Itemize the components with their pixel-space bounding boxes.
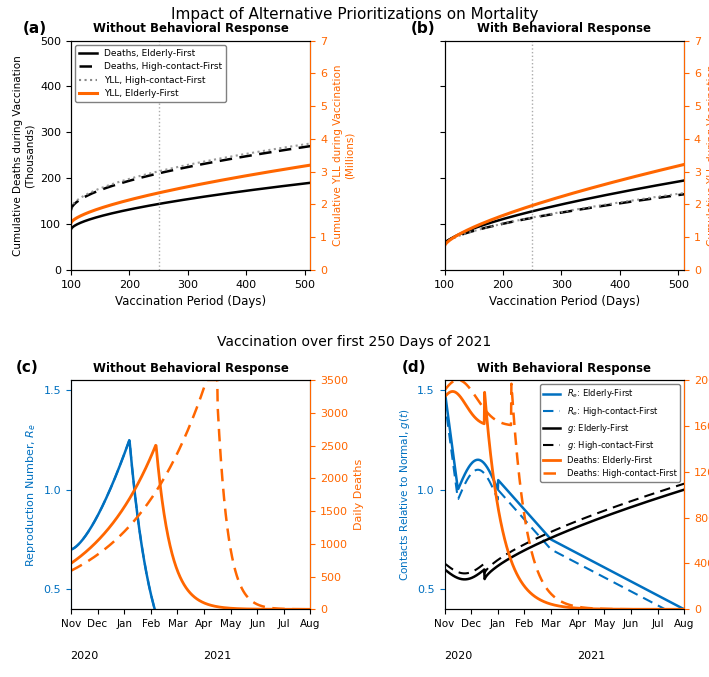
X-axis label: Vaccination Period (Days): Vaccination Period (Days) [489,295,640,308]
Legend: Deaths, Elderly-First, Deaths, High-contact-First, YLL, High-contact-First, YLL,: Deaths, Elderly-First, Deaths, High-cont… [75,45,226,102]
Text: Vaccination over first 250 Days of 2021: Vaccination over first 250 Days of 2021 [218,335,491,349]
Y-axis label: Reproduction Number, $R_e$: Reproduction Number, $R_e$ [24,422,38,567]
Text: 2021: 2021 [203,651,231,661]
Text: (a): (a) [23,21,47,36]
Y-axis label: Cumulative Deaths during Vaccination
(Thousands): Cumulative Deaths during Vaccination (Th… [13,55,35,256]
Text: (d): (d) [401,360,426,376]
Title: With Behavioral Response: With Behavioral Response [477,362,652,374]
Text: (b): (b) [411,21,436,36]
Legend: $R_e$: Elderly-First, $R_e$: High-contact-First, $g$: Elderly-First, $g$: High-c: $R_e$: Elderly-First, $R_e$: High-contac… [540,384,680,481]
Y-axis label: Cumulative YLL during Vaccination
(Millions): Cumulative YLL during Vaccination (Milli… [333,64,354,246]
Y-axis label: Contacts Relative to Normal, $g(t)$: Contacts Relative to Normal, $g(t)$ [398,408,412,581]
Text: Impact of Alternative Prioritizations on Mortality: Impact of Alternative Prioritizations on… [171,7,538,22]
Y-axis label: Daily Deaths: Daily Deaths [354,459,364,530]
Text: (c): (c) [16,360,38,376]
Text: 2021: 2021 [577,651,605,661]
Title: Without Behavioral Response: Without Behavioral Response [93,362,289,374]
Title: Without Behavioral Response: Without Behavioral Response [93,22,289,35]
Y-axis label: Cumulative YLL during Vaccination
(Millions): Cumulative YLL during Vaccination (Milli… [707,64,709,246]
Text: 2020: 2020 [70,651,99,661]
Title: With Behavioral Response: With Behavioral Response [477,22,652,35]
Text: 2020: 2020 [444,651,472,661]
X-axis label: Vaccination Period (Days): Vaccination Period (Days) [115,295,267,308]
